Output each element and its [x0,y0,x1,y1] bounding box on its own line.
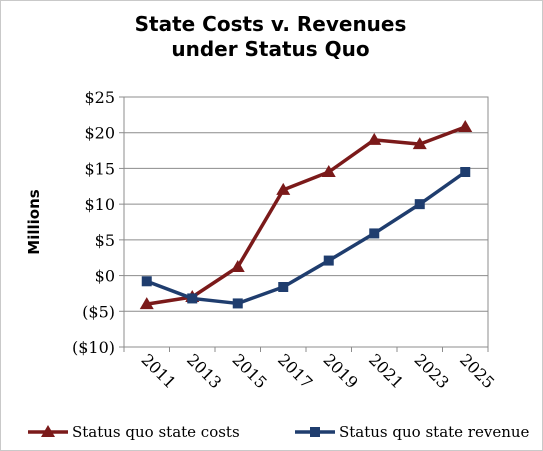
data-point [369,228,380,239]
y-tick-label: ($10) [72,338,115,357]
plot-area [123,96,489,348]
chart-title: State Costs v. Revenues under Status Quo [0,12,541,62]
data-point [230,260,245,272]
y-tick-label: $5 [95,231,115,250]
chart-title-line-1: State Costs v. Revenues [134,12,407,36]
legend-swatch-marker [41,425,55,437]
data-point [278,282,289,292]
y-tick-label: $10 [84,195,115,214]
x-tick-label: 2015 [229,350,271,392]
x-tick-label: 2021 [365,350,407,392]
y-tick-label: ($5) [82,302,115,321]
y-tick-label: $0 [95,267,115,286]
x-axis-ticks: 2011 2013 2015 2017 2019 2021 2023 2025 [123,347,498,392]
y-axis-ticks: $25 $20 $15 $10 $5 $0 ($5) ($10) [72,88,124,357]
x-tick-label: 2019 [320,350,362,392]
y-axis-label: Millions [25,189,43,254]
series-line [146,170,467,306]
series-group [139,120,473,310]
data-point [139,297,154,310]
legend: Status quo state costs Status quo state r… [28,423,530,441]
x-tick-label: 2025 [456,350,498,392]
legend-label: Status quo state revenue [339,423,530,441]
legend-item: Status quo state costs [28,423,240,441]
gridlines [124,96,488,348]
data-point [141,276,152,287]
chart-title-line-2: under Status Quo [171,37,370,61]
series-layer [139,120,473,310]
y-tick-label: $20 [84,124,115,143]
data-point [276,182,291,195]
series-line [146,125,466,306]
data-point [232,298,243,309]
y-tick-label: $15 [84,159,115,178]
data-point [460,167,471,177]
legend-item: Status quo state revenue [295,423,530,441]
data-point [412,137,427,150]
x-tick-label: 2011 [138,350,180,392]
legend-swatch-marker [310,427,320,437]
series-group [141,167,471,309]
data-point [323,255,334,266]
data-point [414,199,425,210]
data-point [458,120,473,132]
y-tick-label: $25 [84,88,115,107]
x-tick-label: 2023 [411,350,453,392]
x-tick-label: 2013 [183,350,225,392]
legend-label: Status quo state costs [72,423,240,441]
data-point [187,293,198,304]
data-point [321,165,336,177]
x-tick-label: 2017 [274,350,316,392]
data-point [367,132,382,145]
